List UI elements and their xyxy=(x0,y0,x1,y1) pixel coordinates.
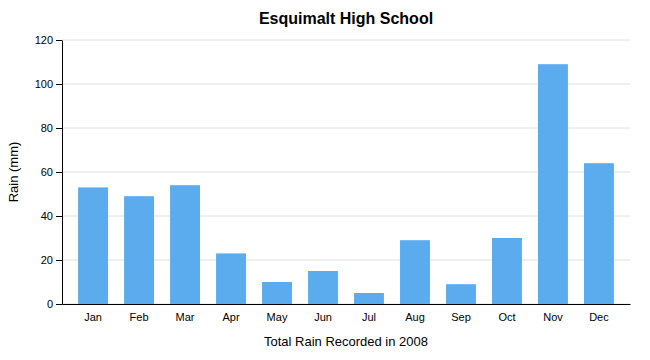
x-tick-label: Aug xyxy=(405,311,425,323)
axis-domain xyxy=(62,41,63,305)
y-tick: 120 xyxy=(35,34,62,46)
x-tick: Oct xyxy=(498,311,515,323)
x-tick: Apr xyxy=(222,311,239,323)
y-tick: 40 xyxy=(41,210,62,222)
x-tick-label: Apr xyxy=(222,311,239,323)
chart-container: Jan Feb Mar Apr May Jun Jul Aug Sep Oct Nov Dec 0 20 4… xyxy=(0,0,650,360)
bar xyxy=(354,293,384,304)
x-tick: May xyxy=(267,311,288,323)
x-tick-label: Nov xyxy=(543,311,563,323)
grid xyxy=(62,40,630,304)
y-tick-mark xyxy=(56,84,62,85)
x-tick-label: Jul xyxy=(362,311,376,323)
x-tick: Sep xyxy=(451,311,471,323)
y-tick-label: 40 xyxy=(41,210,53,222)
y-tick-mark xyxy=(56,128,62,129)
x-tick-label: Sep xyxy=(451,311,471,323)
bar xyxy=(308,271,338,304)
x-tick: Jun xyxy=(314,311,332,323)
bar xyxy=(262,282,292,304)
x-tick-label: Mar xyxy=(176,311,195,323)
bar xyxy=(170,185,200,304)
x-tick: Feb xyxy=(130,311,149,323)
axis-domain xyxy=(63,304,631,305)
x-tick-label: May xyxy=(267,311,288,323)
y-tick-label: 80 xyxy=(41,122,53,134)
y-tick-mark xyxy=(56,172,62,173)
y-tick: 100 xyxy=(35,78,62,90)
x-tick-label: Feb xyxy=(130,311,149,323)
x-tick: Jan xyxy=(84,311,102,323)
y-tick-mark xyxy=(56,304,62,305)
bar xyxy=(124,196,154,304)
y-tick-label: 120 xyxy=(35,34,53,46)
y-tick-mark xyxy=(56,260,62,261)
x-tick-label: Jan xyxy=(84,311,102,323)
x-tick: Mar xyxy=(176,311,195,323)
y-tick-label: 100 xyxy=(35,78,53,90)
y-tick-mark xyxy=(56,216,62,217)
x-tick: Dec xyxy=(589,311,609,323)
chart: Jan Feb Mar Apr May Jun Jul Aug Sep Oct Nov Dec 0 20 4… xyxy=(0,0,650,360)
y-tick: 80 xyxy=(41,122,62,134)
bar xyxy=(78,187,108,304)
grid-line xyxy=(62,40,630,41)
y-tick-mark xyxy=(56,40,62,41)
y-tick: 60 xyxy=(41,166,62,178)
bar xyxy=(446,284,476,304)
x-tick-label: Jun xyxy=(314,311,332,323)
title: Esquimalt High School xyxy=(259,10,433,27)
y-tick: 20 xyxy=(41,254,62,266)
x-tick: Nov xyxy=(543,311,563,323)
y-tick: 0 xyxy=(47,298,62,310)
bar xyxy=(538,64,568,304)
bars xyxy=(78,64,614,304)
y-tick-label: 60 xyxy=(41,166,53,178)
x-tick-label: Oct xyxy=(498,311,515,323)
x-axis-title: Total Rain Recorded in 2008 xyxy=(264,334,428,349)
x-tick-label: Dec xyxy=(589,311,609,323)
bar xyxy=(400,240,430,304)
x-axis: Jan Feb Mar Apr May Jun Jul Aug Sep Oct Nov Dec xyxy=(63,305,631,323)
bar xyxy=(216,253,246,304)
plot-area: Jan Feb Mar Apr May Jun Jul Aug Sep Oct Nov Dec 0 20 4… xyxy=(35,34,631,323)
y-axis-title: Rain (mm) xyxy=(6,142,21,203)
y-tick-label: 20 xyxy=(41,254,53,266)
y-tick-label: 0 xyxy=(47,298,53,310)
y-axis: 0 20 40 60 80 100 120 xyxy=(35,34,63,310)
bar xyxy=(492,238,522,304)
x-tick: Aug xyxy=(405,311,425,323)
bar xyxy=(584,163,614,304)
x-tick: Jul xyxy=(362,311,376,323)
